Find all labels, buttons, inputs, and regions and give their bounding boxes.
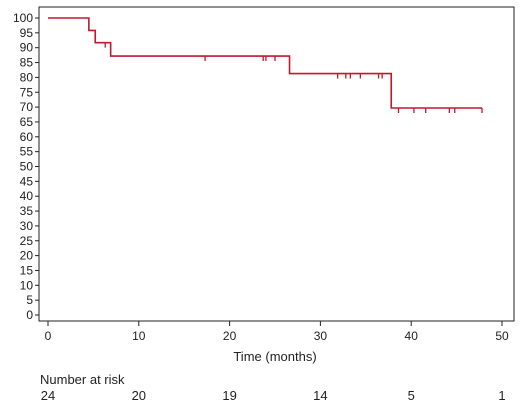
y-axis: 0510152025303540455055606570758085909510…: [13, 11, 39, 322]
x-tick-label: 30: [314, 329, 328, 343]
x-tick-label: 10: [132, 329, 146, 343]
y-tick-label: 100: [13, 11, 33, 25]
y-tick-label: 55: [20, 145, 34, 159]
plot-frame: [38, 6, 515, 322]
y-tick-label: 75: [20, 85, 34, 99]
y-tick-label: 10: [20, 278, 34, 292]
number-at-risk-value: 19: [222, 388, 236, 403]
risk-table-title: Number at risk: [40, 372, 125, 387]
y-tick-label: 40: [20, 189, 34, 203]
y-tick-label: 50: [20, 160, 34, 174]
x-tick-label: 50: [495, 329, 509, 343]
survival-curve: [48, 17, 483, 109]
y-tick-label: 70: [20, 100, 34, 114]
y-tick-label: 65: [20, 115, 34, 129]
y-tick-label: 20: [20, 249, 34, 263]
y-tick-label: 85: [20, 56, 34, 70]
number-at-risk-value: 5: [408, 388, 415, 403]
x-tick-label: 0: [45, 329, 52, 343]
number-at-risk-value: 20: [132, 388, 146, 403]
number-at-risk-value: 1: [498, 388, 505, 403]
y-tick-label: 5: [26, 293, 33, 307]
number-at-risk-value: 24: [41, 388, 55, 403]
x-axis-title: Time (months): [233, 349, 316, 364]
y-tick-label: 90: [20, 41, 34, 55]
x-tick-label: 20: [223, 329, 237, 343]
y-tick-label: 45: [20, 174, 34, 188]
y-tick-label: 30: [20, 219, 34, 233]
x-axis: 0 10 20 30 40 50: [45, 321, 509, 343]
y-tick-label: 60: [20, 130, 34, 144]
risk-table-row: 24 20 19 14 5 1: [41, 388, 506, 403]
y-tick-label: 80: [20, 70, 34, 84]
y-tick-label: 0: [26, 308, 33, 322]
y-tick-label: 35: [20, 204, 34, 218]
survival-curve-layer: [48, 17, 483, 113]
y-tick-label: 25: [20, 234, 34, 248]
x-tick-label: 40: [405, 329, 419, 343]
y-tick-label: 15: [20, 263, 34, 277]
y-tick-label: 95: [20, 26, 34, 40]
number-at-risk-value: 14: [313, 388, 327, 403]
